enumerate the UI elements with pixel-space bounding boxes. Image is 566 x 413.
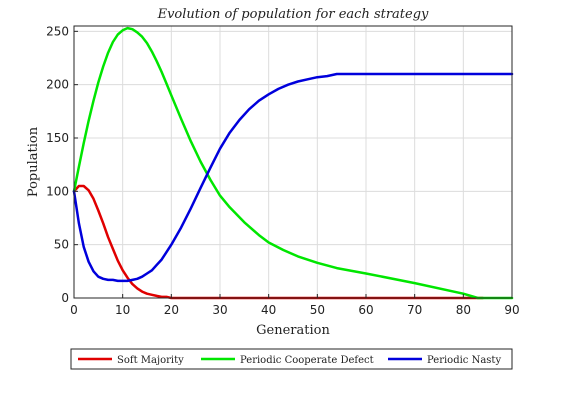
x-tick-label: 10 (115, 303, 130, 317)
plot-background (74, 26, 512, 298)
y-tick-label: 150 (46, 131, 69, 145)
x-tick-label: 40 (261, 303, 276, 317)
axis-ticks: 0 10 20 30 40 50 60 70 80 90 0 50 100 150 200 250 (46, 24, 520, 317)
legend-label-soft-majority: Soft Majority (117, 355, 184, 366)
legend-box (70, 348, 513, 370)
x-tick-label: 60 (358, 303, 373, 317)
series-line-periodic-nasty (72, 72, 514, 283)
legend: Soft Majority Periodic Cooperate Defect … (70, 348, 513, 370)
x-tick-label: 50 (310, 303, 325, 317)
x-tick-label: 30 (212, 303, 227, 317)
x-tick-label: 80 (456, 303, 471, 317)
y-tick-label: 200 (46, 78, 69, 92)
y-axis-label: Population (26, 126, 41, 197)
x-tick-label: 70 (407, 303, 422, 317)
y-tick-label: 250 (46, 24, 69, 38)
legend-label-periodic-cooperate-defect: Periodic Cooperate Defect (240, 355, 374, 366)
x-axis-label: Generation (256, 323, 330, 338)
x-tick-label: 20 (164, 303, 179, 317)
chart-title: Evolution of population for each strateg… (157, 7, 429, 22)
y-tick-label: 100 (46, 184, 69, 198)
y-tick-label: 0 (61, 291, 69, 305)
x-tick-label: 90 (504, 303, 519, 317)
y-tick-label: 50 (54, 238, 69, 252)
x-tick-label: 0 (70, 303, 78, 317)
legend-label-periodic-nasty: Periodic Nasty (427, 355, 501, 366)
plot-frame (73, 25, 513, 299)
series-line-periodic-cooperate-defect (72, 26, 514, 300)
